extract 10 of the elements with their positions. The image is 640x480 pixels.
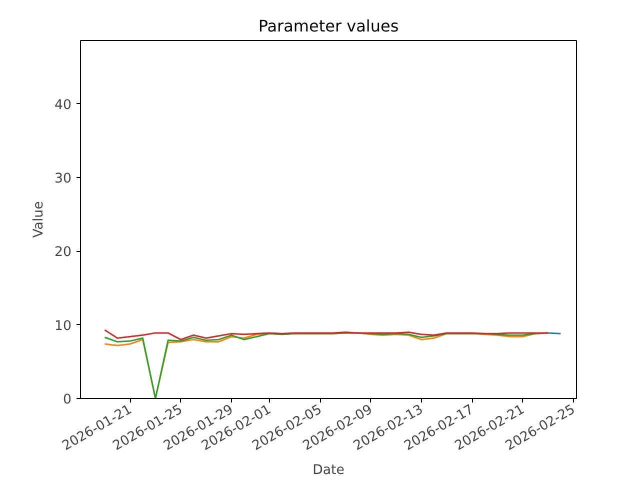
y-tick-label: 40 [54, 98, 72, 113]
y-tick-label: 20 [54, 245, 72, 260]
y-tick-label: 30 [54, 172, 72, 187]
line-series [104, 329, 549, 340]
y-tick-label: 10 [54, 318, 72, 334]
line-series [104, 332, 549, 398]
chart-title: Parameter values [258, 16, 399, 36]
x-axis-title: Date [312, 462, 344, 478]
y-axis-title: Value [32, 201, 47, 238]
y-tick-label: 0 [63, 392, 72, 408]
